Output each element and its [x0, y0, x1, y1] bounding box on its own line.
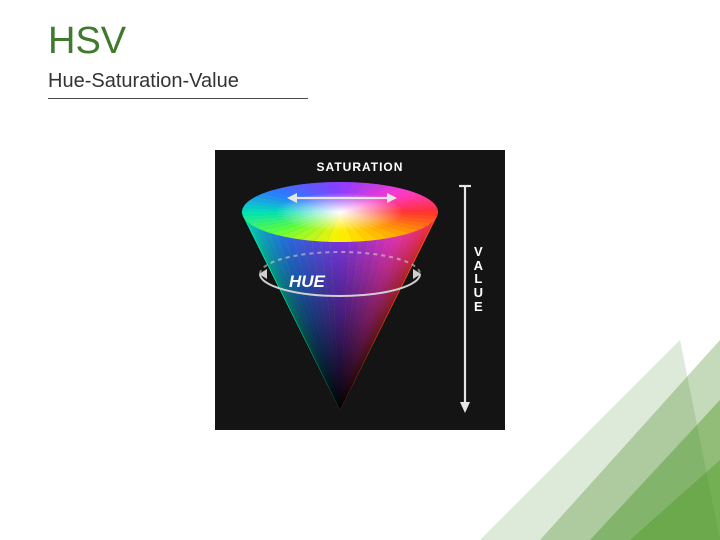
deco-triangle — [540, 340, 720, 540]
value-label-letter: L — [474, 272, 483, 286]
value-label-letter: E — [474, 300, 483, 314]
value-label-letter: A — [474, 259, 483, 273]
hsv-cone-svg — [215, 150, 505, 430]
hsv-diagram: SATURATION HUE VALUE — [215, 150, 505, 430]
hue-label: HUE — [289, 272, 325, 292]
corner-decoration — [480, 340, 720, 540]
title-divider — [48, 98, 308, 99]
deco-triangle — [590, 400, 720, 540]
deco-triangle — [480, 340, 720, 540]
value-label-letter: V — [474, 245, 483, 259]
value-label: VALUE — [474, 245, 483, 313]
slide: HSV Hue-Saturation-Value SATURATION HUE … — [0, 0, 720, 540]
slide-subtitle: Hue-Saturation-Value — [48, 70, 239, 93]
saturation-label: SATURATION — [215, 160, 505, 174]
value-label-letter: U — [474, 286, 483, 300]
deco-triangle — [630, 460, 720, 540]
slide-title: HSV — [48, 20, 126, 63]
